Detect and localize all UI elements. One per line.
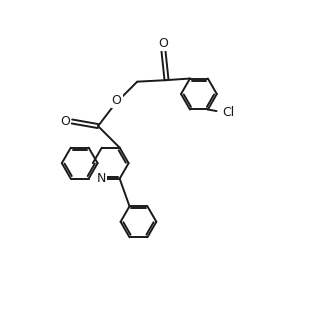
Text: Cl: Cl xyxy=(222,106,234,119)
Text: N: N xyxy=(97,172,107,185)
Text: O: O xyxy=(158,37,168,50)
Text: O: O xyxy=(111,94,122,107)
Text: O: O xyxy=(60,115,70,128)
